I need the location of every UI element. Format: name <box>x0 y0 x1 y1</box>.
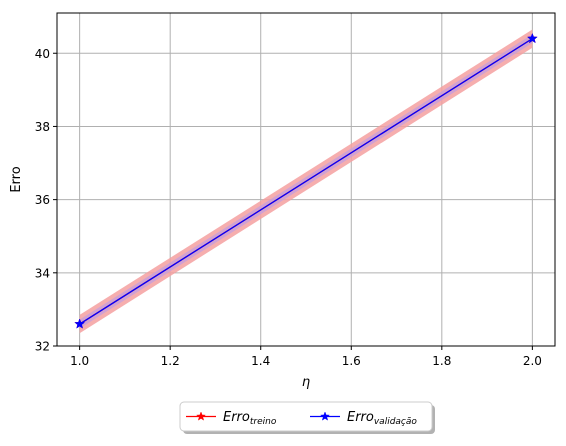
x-tick-label: 1.4 <box>251 354 270 368</box>
legend-label-base: Erro <box>223 410 250 425</box>
legend-item-treino: Errotreino <box>186 410 277 427</box>
y-tick-label: 40 <box>35 47 50 61</box>
legend-star-marker <box>320 411 330 421</box>
data-point-marker <box>74 318 86 329</box>
x-tick-label: 1.6 <box>342 354 361 368</box>
series-lines <box>74 32 538 329</box>
axis-ticks: 1.0 1.2 1.4 1.6 1.8 2.0 32 34 36 38 40 <box>35 47 542 368</box>
y-tick-label: 34 <box>35 266 50 280</box>
y-axis-label: Erro <box>9 166 24 192</box>
legend-label: Errotreino <box>223 410 277 427</box>
x-tick-label: 2.0 <box>523 354 542 368</box>
legend-label-subscript: treino <box>250 417 277 427</box>
legend-star-marker <box>196 411 206 421</box>
x-tick-label: 1.0 <box>70 354 89 368</box>
legend-label-subscript: validação <box>374 417 418 427</box>
plot-frame <box>56 12 556 347</box>
y-tick-label: 36 <box>35 193 50 207</box>
y-tick-label: 32 <box>35 340 50 354</box>
x-axis-label: η <box>302 375 310 390</box>
data-point-marker <box>526 32 538 44</box>
legend-box <box>179 401 433 432</box>
series-line-validação <box>79 38 533 325</box>
y-tick-label: 38 <box>35 120 50 134</box>
legend-label: Errovalidação <box>347 410 417 427</box>
legend-label-base: Erro <box>347 410 374 425</box>
legend-item-validação: Errovalidação <box>310 410 417 427</box>
x-tick-label: 1.2 <box>161 354 180 368</box>
legend: Errotreino Errovalidação <box>179 401 435 434</box>
x-tick-label: 1.8 <box>432 354 451 368</box>
